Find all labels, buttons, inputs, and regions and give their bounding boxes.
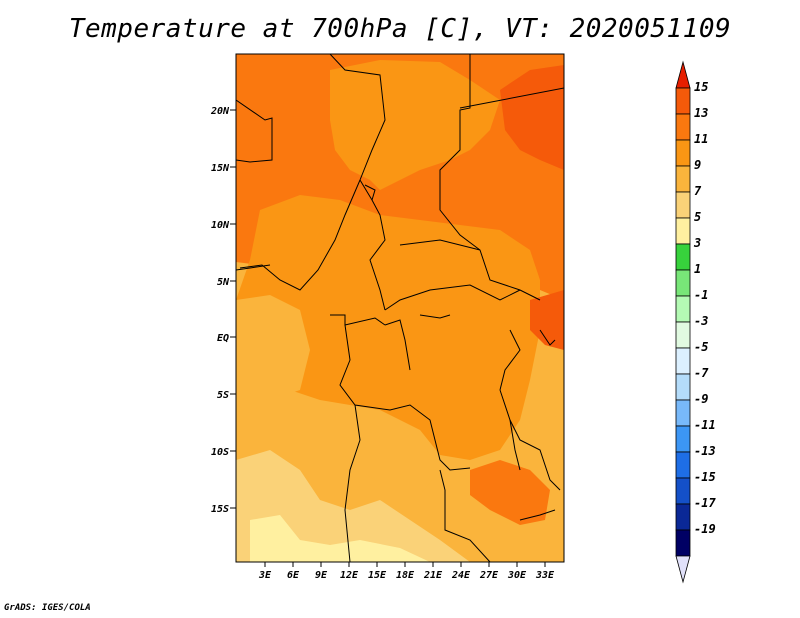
border-line [519,509,556,521]
colorbar-label: -5 [694,340,708,354]
lon-labels: 3E 6E 9E 12E 15E 18E 21E 24E 27E 30E 33E [258,570,555,581]
colorbar-swatch [675,269,691,297]
border-line [236,264,271,271]
colorbar-bottom-arrow [675,555,691,584]
colorbar-swatch [675,399,691,427]
country-borders [236,54,564,562]
lon-label: 6E [287,570,300,581]
lon-label: 9E [315,570,328,581]
lon-label: 33E [535,570,555,581]
lat-label: 15S [211,504,229,515]
map-frame [235,53,565,563]
lat-label: 10S [211,447,229,458]
colorbar-swatch [675,321,691,349]
colorbar-swatch [675,295,691,323]
colorbar-swatch [675,191,691,219]
colorbar-swatch [675,477,691,505]
colorbar [675,60,691,584]
colorbar-label: -11 [694,418,716,432]
border-line [399,239,481,251]
colorbar-label: 5 [694,210,701,224]
border-line [439,54,541,301]
contour-9-center [236,195,540,460]
lon-label: 3E [258,570,272,581]
contour-13-east [530,290,564,350]
colorbar-label: -7 [694,366,709,380]
colorbar-label: -13 [694,444,716,458]
border-line [384,319,411,371]
colorbar-label: -17 [694,496,716,510]
colorbar-swatch [675,87,691,115]
contour-7-southwest [236,295,310,400]
lat-label: EQ [217,333,229,344]
lon-label: 30E [507,570,527,581]
temperature-field [236,54,564,562]
colorbar-swatch [675,529,691,557]
border-line [339,324,471,471]
colorbar-label: 1 [694,262,701,276]
border-line [384,284,521,311]
colorbar-swatch [675,373,691,401]
lon-label: 15E [368,570,387,581]
colorbar-label: 13 [694,106,708,120]
border-line [236,99,273,163]
border-line [459,87,564,109]
border-line [364,184,376,201]
lat-label: 5S [217,390,229,401]
lat-labels: 20N 15N 10N 5N EQ 5S 10S 15S [210,106,230,515]
colorbar-swatch [675,165,691,193]
colorbar-swatch [675,243,691,271]
colorbar-top-arrow [675,60,691,89]
contour-11-southeast [470,460,550,525]
border-line [329,54,386,181]
lon-label: 18E [396,570,415,581]
border-line [344,404,361,562]
lon-ticks [264,562,546,567]
grads-credit: GrADS: IGES/COLA [4,603,91,613]
colorbar-label: -1 [694,288,708,302]
colorbar-label: -3 [694,314,708,328]
colorbar-swatch [675,503,691,531]
colorbar-label: 15 [694,80,708,94]
colorbar-label: 9 [694,158,701,172]
colorbar-label: -19 [694,522,716,536]
lat-label: 10N [211,220,230,231]
colorbar-swatch [675,217,691,245]
lat-label: 5N [217,277,230,288]
lon-label: 27E [479,570,499,581]
lon-label: 21E [423,570,443,581]
colorbar-label: -15 [694,470,716,484]
border-line [439,469,491,562]
lon-label: 12E [340,570,359,581]
contour-7-southcenter [340,415,440,495]
colorbar-labels: 15 13 11 9 7 5 3 1 -1 -3 -5 -7 -9 -11 -1… [693,80,716,536]
border-line [499,329,521,391]
contour-9-north [330,60,500,190]
map-title: Temperature at 700hPa [C], VT: 202005110… [68,14,732,44]
colorbar-label: 3 [693,236,701,250]
colorbar-swatch [675,451,691,479]
colorbar-label: 11 [694,132,708,146]
border-line [499,389,561,491]
border-line [419,314,451,319]
border-line [509,419,521,471]
border-line [239,179,361,291]
contour-3-south [250,515,430,562]
lon-label: 24E [451,570,471,581]
lat-label: 15N [211,163,230,174]
colorbar-swatch [675,425,691,453]
lat-ticks [230,109,236,509]
lat-label: 20N [210,106,230,117]
colorbar-swatch [675,347,691,375]
colorbar-label: 7 [694,184,702,198]
colorbar-swatch [675,113,691,141]
colorbar-swatch [675,139,691,167]
colorbar-label: -9 [694,392,708,406]
border-line [539,329,556,346]
